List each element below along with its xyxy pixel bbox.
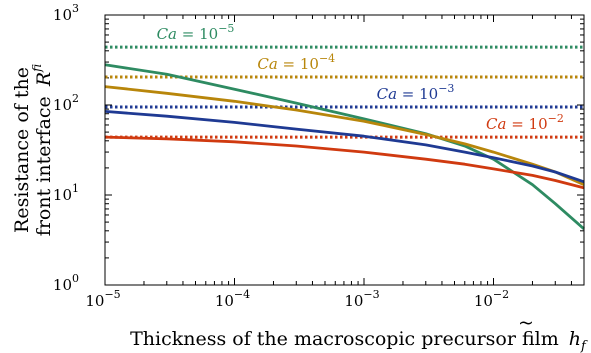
y-tick-label: 103 bbox=[53, 2, 79, 24]
x-tick-label: 10−3 bbox=[344, 288, 379, 310]
plot-frame bbox=[104, 14, 585, 286]
y-tick-label: 102 bbox=[53, 92, 79, 114]
series-lines bbox=[104, 63, 585, 230]
series-labels: Ca = 10−5 Ca = 10−4 Ca = 10−3 Ca = 10−2 bbox=[157, 22, 564, 133]
x-axis-symbol-tilde: ~ bbox=[518, 312, 534, 334]
series-line bbox=[104, 63, 585, 230]
svg-text:front interface: front interface Rfi bbox=[30, 64, 55, 236]
y-axis-symbol-sup: f bbox=[30, 64, 44, 73]
series-line bbox=[104, 135, 585, 190]
x-axis-label: Thickness of the macroscopic precursor f… bbox=[130, 328, 588, 353]
x-tick-label: 10−4 bbox=[215, 288, 250, 310]
series-line bbox=[104, 110, 585, 184]
series-label: Ca = 10−5 bbox=[157, 22, 235, 43]
y-axis-label-line2: front interface bbox=[33, 96, 55, 236]
x-axis-symbol: h bbox=[569, 328, 581, 350]
series-label: Ca = 10−3 bbox=[377, 82, 455, 103]
y-axis-symbol: R bbox=[33, 72, 55, 87]
x-tick-label: 10−5 bbox=[85, 288, 120, 310]
tick-labels: 10−5 10−4 10−3 10−2 100 101 102 103 bbox=[53, 2, 509, 310]
x-tick-label: 10−2 bbox=[474, 288, 509, 310]
x-axis-symbol-sub: f bbox=[580, 339, 588, 353]
y-tick-label: 100 bbox=[53, 272, 79, 294]
y-axis-label-line1: Resistance of the bbox=[11, 67, 33, 233]
y-axis-label: Resistance of the front interface Rfi bbox=[11, 64, 55, 236]
y-tick-label: 101 bbox=[53, 182, 79, 204]
series-label: Ca = 10−4 bbox=[257, 52, 335, 73]
series-label: Ca = 10−2 bbox=[486, 112, 564, 133]
